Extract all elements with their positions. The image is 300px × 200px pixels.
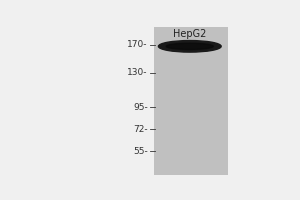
Text: 170-: 170- <box>128 40 148 49</box>
Text: 130-: 130- <box>128 68 148 77</box>
Ellipse shape <box>158 41 221 52</box>
Text: 72-: 72- <box>133 125 148 134</box>
Text: 95-: 95- <box>133 103 148 112</box>
Text: 55-: 55- <box>133 147 148 156</box>
Text: HepG2: HepG2 <box>173 29 206 39</box>
Ellipse shape <box>166 43 213 50</box>
Bar <box>154 27 228 175</box>
